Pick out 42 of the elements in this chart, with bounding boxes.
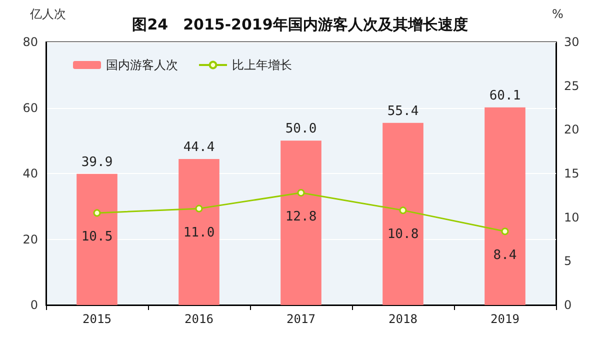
data-label: 10.8 — [387, 227, 419, 242]
x-tick-label: 2015 — [82, 312, 112, 326]
y2-tick-label: 0 — [564, 298, 572, 312]
data-label: 39.9 — [81, 154, 113, 170]
point — [297, 189, 305, 197]
y-tick-label: 20 — [22, 232, 38, 246]
bar — [178, 159, 220, 305]
bar — [280, 140, 322, 305]
chart-title: 图24 2015-2019年国内游客人次及其增长速度 — [132, 16, 468, 34]
data-label: 11.0 — [183, 225, 215, 240]
y-tick-label: 80 — [22, 35, 38, 49]
bar — [484, 107, 526, 305]
data-label: 60.1 — [489, 88, 521, 104]
y2-tick-label: 15 — [564, 166, 580, 180]
data-label: 12.8 — [285, 210, 317, 225]
y-tick-label: 40 — [22, 166, 38, 180]
point — [195, 204, 203, 212]
data-label: 8.4 — [493, 248, 517, 264]
y-tick-label: 0 — [30, 298, 38, 312]
point — [93, 209, 101, 217]
y2-tick-label: 5 — [564, 254, 572, 268]
y2-axis-title: % — [552, 7, 564, 21]
x-tick-label: 2019 — [490, 312, 520, 326]
x-tick-label: 2018 — [388, 312, 418, 326]
y2-tick-label: 30 — [564, 35, 580, 49]
data-label: 44.4 — [183, 140, 215, 156]
point — [501, 228, 509, 236]
y2-tick-label: 25 — [564, 78, 580, 93]
data-label: 50.0 — [285, 122, 317, 137]
y-tick-label: 60 — [22, 100, 38, 115]
y2-tick-label: 20 — [564, 122, 580, 137]
data-label: 10.5 — [81, 230, 113, 245]
y2-tick-label: 10 — [564, 210, 580, 224]
bar — [76, 174, 118, 305]
point — [399, 206, 407, 214]
data-label: 55.4 — [387, 104, 419, 119]
legend-label: 国内游客人次 — [106, 58, 178, 72]
x-tick-label: 2016 — [184, 312, 214, 326]
y-axis-title: 亿人次 — [29, 7, 66, 21]
legend-label: 比上年增长 — [232, 58, 292, 72]
bar — [382, 122, 424, 305]
x-tick-label: 2017 — [286, 312, 316, 326]
